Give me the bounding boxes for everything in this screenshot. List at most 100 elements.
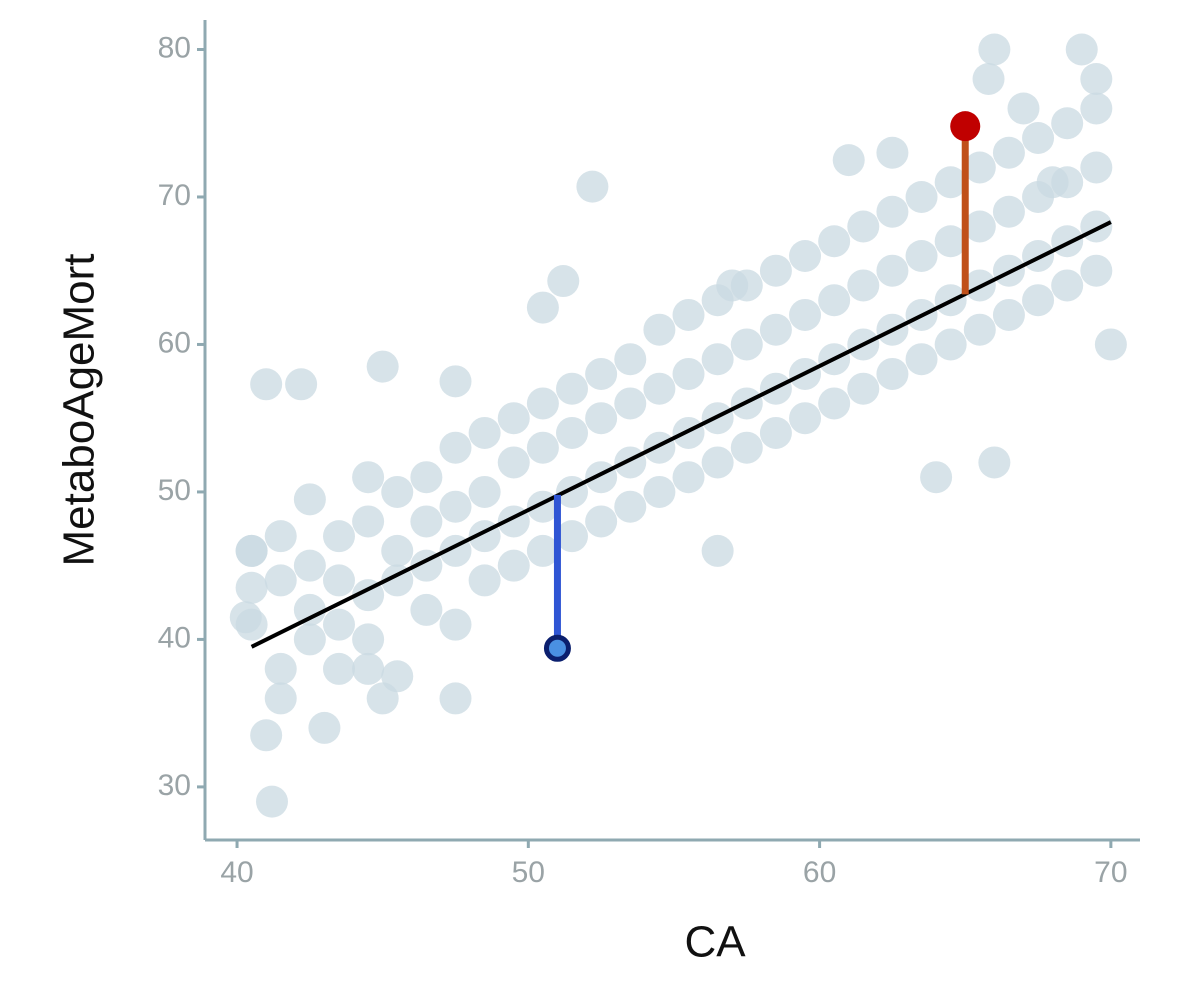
y-axis-label: MetaboAgeMort xyxy=(55,253,104,566)
point xyxy=(759,313,792,346)
point xyxy=(934,328,967,361)
point xyxy=(701,534,734,567)
x-tick-label: 70 xyxy=(1094,856,1127,889)
point xyxy=(972,62,1005,95)
point xyxy=(876,195,909,228)
point xyxy=(468,564,501,597)
point xyxy=(963,210,996,243)
point xyxy=(614,387,647,420)
point xyxy=(308,711,341,744)
point xyxy=(963,313,996,346)
point xyxy=(352,461,385,494)
point xyxy=(905,343,938,376)
point xyxy=(905,239,938,272)
point xyxy=(716,269,749,302)
point xyxy=(847,372,880,405)
point xyxy=(585,461,618,494)
point xyxy=(759,254,792,287)
point xyxy=(322,652,355,685)
point xyxy=(439,365,472,398)
highlight-point xyxy=(950,111,981,142)
point xyxy=(1080,151,1113,184)
point xyxy=(643,372,676,405)
point xyxy=(1007,92,1040,125)
point xyxy=(366,350,399,383)
point xyxy=(439,608,472,641)
point xyxy=(1022,121,1055,154)
point xyxy=(366,682,399,715)
point xyxy=(410,593,443,626)
point xyxy=(818,225,851,258)
point xyxy=(439,431,472,464)
x-tick-label: 60 xyxy=(803,856,836,889)
point xyxy=(255,785,288,818)
point xyxy=(285,368,318,401)
point xyxy=(1080,210,1113,243)
point xyxy=(352,505,385,538)
point xyxy=(381,475,414,508)
y-tick-label: 60 xyxy=(158,326,191,359)
plot-area xyxy=(229,33,1127,818)
point xyxy=(876,357,909,390)
x-axis-label: CA xyxy=(684,918,746,967)
point xyxy=(730,328,763,361)
point xyxy=(789,239,822,272)
point xyxy=(293,549,326,582)
point xyxy=(934,225,967,258)
point xyxy=(322,564,355,597)
point xyxy=(1051,269,1084,302)
point xyxy=(1080,92,1113,125)
point xyxy=(614,490,647,523)
point xyxy=(614,343,647,376)
point xyxy=(818,284,851,317)
point xyxy=(876,136,909,169)
y-tick-label: 30 xyxy=(158,769,191,802)
point xyxy=(439,490,472,523)
point xyxy=(250,368,283,401)
point xyxy=(978,446,1011,479)
point xyxy=(526,387,559,420)
point xyxy=(547,265,580,298)
point xyxy=(759,416,792,449)
point xyxy=(978,33,1011,66)
point xyxy=(992,136,1025,169)
point xyxy=(847,269,880,302)
point xyxy=(235,571,268,604)
point xyxy=(789,298,822,331)
point xyxy=(963,151,996,184)
point xyxy=(1080,254,1113,287)
point xyxy=(789,402,822,435)
point xyxy=(352,623,385,656)
point xyxy=(1094,328,1127,361)
point xyxy=(643,431,676,464)
point xyxy=(250,719,283,752)
point xyxy=(293,593,326,626)
point xyxy=(876,254,909,287)
point xyxy=(410,461,443,494)
x-tick-label: 50 xyxy=(512,856,545,889)
point xyxy=(556,520,589,553)
point xyxy=(934,166,967,199)
point xyxy=(439,682,472,715)
point xyxy=(585,505,618,538)
highlight-point xyxy=(543,634,571,662)
regression-line xyxy=(250,220,1112,649)
point xyxy=(614,446,647,479)
point xyxy=(264,520,297,553)
point xyxy=(468,475,501,508)
point xyxy=(497,549,530,582)
point xyxy=(672,461,705,494)
x-tick-label: 40 xyxy=(220,856,253,889)
point xyxy=(992,195,1025,228)
point xyxy=(672,298,705,331)
point xyxy=(1022,284,1055,317)
point xyxy=(526,291,559,324)
point xyxy=(847,210,880,243)
point xyxy=(229,601,262,634)
point xyxy=(643,475,676,508)
point xyxy=(264,564,297,597)
point xyxy=(293,623,326,656)
point xyxy=(992,298,1025,331)
point xyxy=(730,431,763,464)
